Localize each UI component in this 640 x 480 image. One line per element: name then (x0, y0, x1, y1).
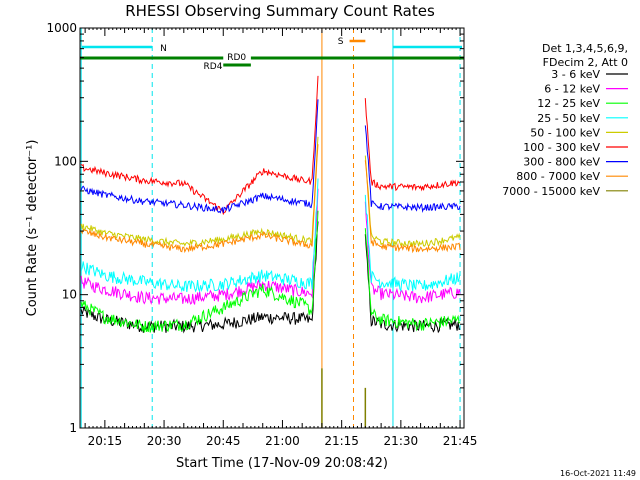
series-4 (80, 136, 461, 248)
legend-label-8: 7000 - 15000 keV (502, 185, 600, 198)
series-8 (321, 368, 367, 428)
legend-label-5: 100 - 300 keV (523, 141, 600, 154)
series-line-4-seg0 (80, 136, 319, 248)
y-tick-label: 1 (69, 421, 77, 435)
x-tick-label: 20:30 (147, 434, 182, 448)
series-line-6-seg0 (80, 99, 319, 214)
x-axis-label: Start Time (17-Nov-09 20:08:42) (176, 456, 388, 471)
series-line-3-seg0 (80, 178, 319, 293)
series-5 (80, 75, 461, 216)
legend: Det 1,3,4,5,6,9,FDecim 2, Att 03 - 6 keV… (502, 42, 628, 198)
legend-header-1: FDecim 2, Att 0 (543, 56, 628, 69)
legend-label-6: 300 - 800 keV (523, 156, 600, 169)
y-tick-label: 10 (62, 288, 77, 302)
series-2 (80, 210, 461, 333)
x-tick-label: 21:15 (324, 434, 359, 448)
series-6 (80, 99, 461, 214)
series-line-2-seg1 (364, 228, 461, 332)
series-line-2-seg0 (80, 210, 319, 333)
axes: 1 10 100 1000 20:15 20:30 20:45 21:00 21:15 21:30… (46, 21, 477, 448)
series-line-1-seg1 (364, 201, 461, 304)
series-group (80, 75, 461, 428)
observing-markers: N S RD0 RD4 (80, 28, 464, 428)
legend-label-7: 800 - 7000 keV (516, 170, 600, 183)
legend-label-2: 12 - 25 keV (537, 97, 600, 110)
series-line-3-seg1 (364, 194, 461, 293)
x-tick-label: 20:45 (206, 434, 241, 448)
series-line-7-seg1 (364, 160, 461, 254)
series-line-5-seg1 (364, 98, 461, 192)
x-tick-label: 21:45 (443, 434, 478, 448)
plot-frame (79, 27, 465, 429)
series-line-5-seg0 (80, 75, 319, 216)
series-line-4-seg1 (364, 155, 461, 248)
legend-label-1: 6 - 12 keV (544, 83, 600, 96)
series-7 (80, 144, 461, 254)
legend-label-4: 50 - 100 keV (530, 126, 600, 139)
x-tick-label: 21:30 (384, 434, 419, 448)
series-line-0-seg1 (364, 234, 461, 334)
chart-title: RHESSI Observing Summary Count Rates (125, 2, 435, 20)
rd0-label: RD0 (227, 53, 246, 63)
x-tick-label: 21:00 (265, 434, 300, 448)
timestamp: 16-Oct-2021 11:49 (560, 469, 636, 478)
series-3 (80, 178, 461, 293)
legend-header-0: Det 1,3,4,5,6,9, (542, 42, 628, 55)
x-tick-label: 20:15 (88, 434, 123, 448)
rd4-label: RD4 (204, 62, 223, 72)
legend-label-0: 3 - 6 keV (551, 68, 600, 81)
series-line-6-seg1 (364, 125, 461, 214)
y-tick-label: 1000 (46, 21, 77, 35)
series-line-7-seg0 (80, 144, 319, 254)
saa-label: S (338, 37, 344, 47)
y-axis-label: Count Rate (s⁻¹ detector⁻¹) (25, 140, 40, 317)
y-tick-label: 100 (54, 154, 77, 168)
legend-label-3: 25 - 50 keV (537, 112, 600, 125)
night-label: N (160, 44, 167, 54)
